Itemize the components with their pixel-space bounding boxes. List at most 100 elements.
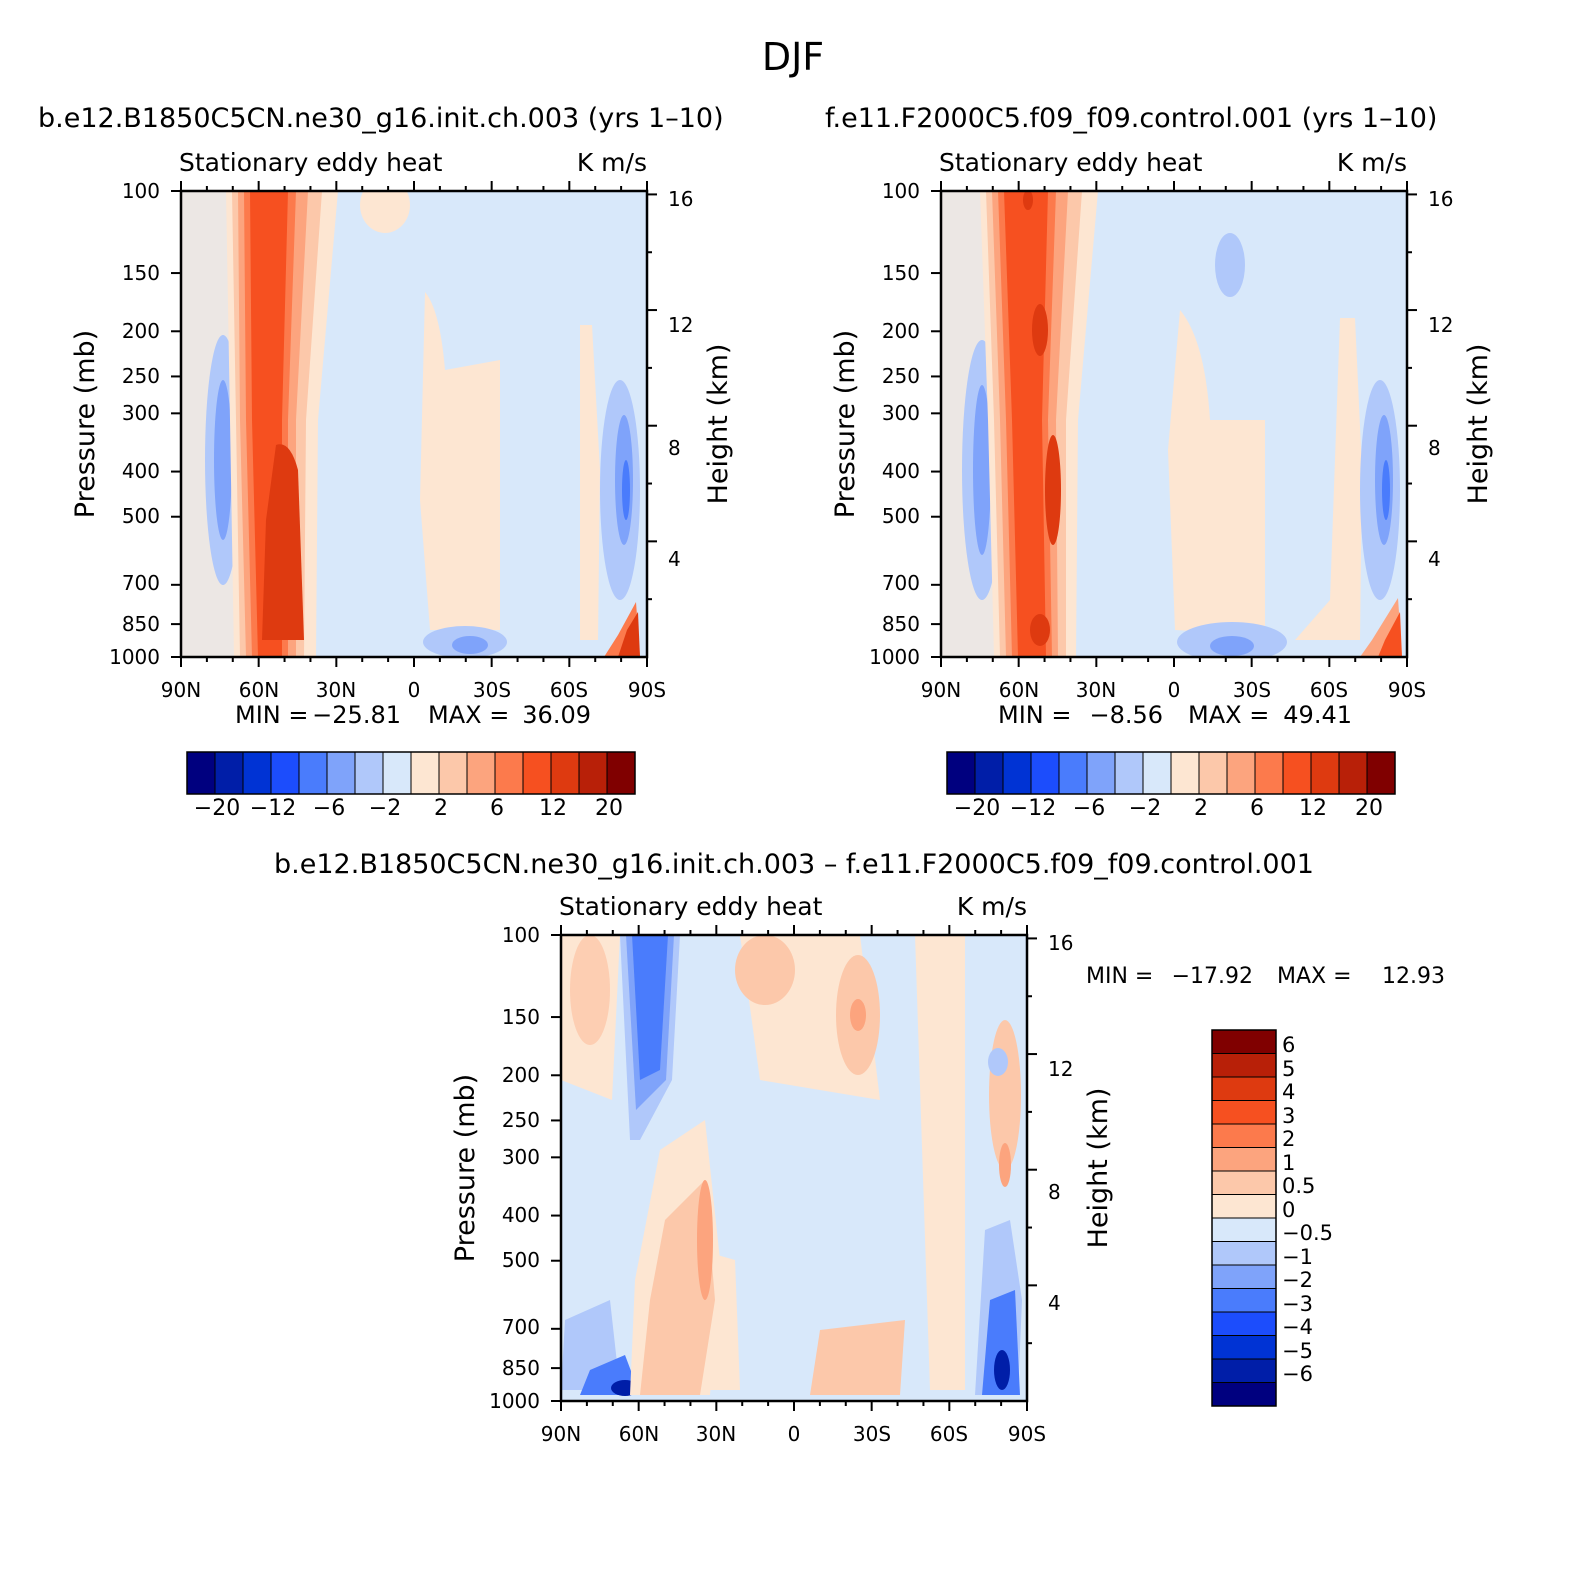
figure-title: DJF: [762, 35, 824, 79]
x-tick-label: 30S: [473, 678, 511, 702]
colorbar-swatch: [946, 751, 976, 795]
y-tick-label: 150: [502, 1005, 540, 1029]
y-tick-label: 100: [882, 179, 920, 203]
contour-fill: [1215, 233, 1245, 297]
colorbar-swatch: [382, 751, 412, 795]
colorbar-swatch: [1211, 1358, 1277, 1383]
y-tick-label: 100: [122, 179, 160, 203]
colorbar-swatch: [326, 751, 356, 795]
colorbar-label: −4: [1282, 1315, 1313, 1339]
max-value: 12.93: [1382, 964, 1445, 989]
colorbar-swatch: [1198, 751, 1228, 795]
y-axis-right-label: Height (km): [1463, 344, 1494, 505]
min-value: −25.81: [312, 701, 401, 729]
colorbar-labels: 6 5 4 3 2 1 0.5 0 −0.5 −1 −2 −3 −4 −5 −6: [1282, 1033, 1333, 1386]
y-tick-label: 250: [882, 364, 920, 388]
colorbar-swatch: [1211, 1335, 1277, 1360]
colorbar-label: 20: [595, 796, 623, 821]
height-tick-label: 16: [668, 187, 693, 211]
y-tick-label: 200: [502, 1063, 540, 1087]
colorbar-label: −12: [250, 796, 296, 821]
colorbar-label: 12: [539, 796, 567, 821]
colorbar-swatch: [1211, 1076, 1277, 1101]
height-axis-ticks: 16 12 8 4: [668, 187, 693, 571]
contour-fill: [973, 385, 991, 555]
y-tick-label: 850: [122, 612, 160, 636]
colorbar-swatch: [270, 751, 300, 795]
colorbar: [186, 751, 636, 795]
colorbar-swatch: [1058, 751, 1088, 795]
y-tick-label: 200: [122, 319, 160, 343]
x-tick-label: 90S: [628, 678, 666, 702]
x-tick-label: 90S: [1008, 1422, 1046, 1446]
contour-fill: [1382, 460, 1390, 520]
colorbar-swatch: [1366, 751, 1396, 795]
height-tick-label: 16: [1428, 187, 1453, 211]
panel-title: f.e11.F2000C5.f09_f09.control.001 (yrs 1…: [825, 103, 1437, 134]
y-tick-label: 1000: [869, 645, 920, 669]
contour-fill: [622, 460, 630, 520]
y-tick-label: 150: [882, 261, 920, 285]
colorbar-swatch: [1211, 1264, 1277, 1289]
colorbar-label: −3: [1282, 1292, 1313, 1316]
height-tick-label: 8: [1048, 1180, 1061, 1204]
x-tick-label: 90N: [541, 1422, 581, 1446]
colorbar-swatch: [578, 751, 608, 795]
x-tick-label: 90N: [161, 678, 201, 702]
height-tick-label: 12: [1428, 313, 1453, 337]
colorbar-frame: [1211, 1029, 1277, 1407]
colorbar-swatch: [1211, 1147, 1277, 1172]
colorbar-label: 2: [1282, 1127, 1295, 1151]
x-tick-label: 30N: [1076, 678, 1116, 702]
colorbar-swatch: [1211, 1241, 1277, 1266]
contour-fill: [420, 292, 500, 630]
contour-field: [181, 191, 647, 657]
colorbar-label: 0.5: [1282, 1174, 1315, 1198]
y-axis-label: Pressure (mb): [70, 330, 101, 518]
x-tick-label: 30N: [696, 1422, 736, 1446]
colorbar-swatch: [1254, 751, 1284, 795]
colorbar-swatch: [1170, 751, 1200, 795]
contour-fill: [1023, 191, 1033, 210]
height-tick-label: 4: [1428, 547, 1441, 571]
max-label: MAX =: [1188, 701, 1269, 729]
y-tick-label: 250: [502, 1108, 540, 1132]
x-axis-ticks: 90N 60N 30N 0 30S 60S 90S: [161, 678, 666, 702]
colorbar-swatch: [1086, 751, 1116, 795]
panel-left-string: Stationary eddy heat: [939, 148, 1203, 177]
contour-fill: [1030, 614, 1050, 646]
contour-field: [941, 191, 1407, 657]
colorbar-swatch: [1226, 751, 1256, 795]
colorbar-swatch: [1211, 1194, 1277, 1219]
colorbar-swatch: [354, 751, 384, 795]
contour-fill: [810, 1320, 905, 1395]
y-tick-label: 400: [122, 459, 160, 483]
colorbar-swatch: [1211, 1029, 1277, 1054]
height-axis-ticks: 16 12 8 4: [1428, 187, 1453, 571]
y-axis-ticks: 100 150 200 250 300 400 500 700 850 1000: [109, 179, 160, 669]
colorbar-label: 12: [1299, 796, 1327, 821]
contour-fill: [1045, 435, 1061, 545]
contour-fill: [360, 191, 410, 233]
colorbar-label: −2: [1282, 1268, 1313, 1292]
colorbar-swatch: [438, 751, 468, 795]
x-tick-label: 0: [408, 678, 421, 702]
contour-fill: [640, 1180, 715, 1395]
max-value: 49.41: [1283, 701, 1352, 729]
colorbar-swatch: [1211, 1311, 1277, 1336]
y-tick-label: 1000: [109, 645, 160, 669]
panel-title: b.e12.B1850C5CN.ne30_g16.init.ch.003 – f…: [274, 849, 1314, 880]
colorbar-label: −6: [313, 796, 345, 821]
max-value: 36.09: [522, 701, 591, 729]
contour-fill: [994, 1350, 1010, 1390]
x-tick-label: 30N: [316, 678, 356, 702]
contour-fill: [1295, 318, 1362, 640]
colorbar-swatch: [1211, 1053, 1277, 1078]
colorbar-swatch: [494, 751, 524, 795]
y-axis-ticks: 100 150 200 250 300 400 500 700 850 1000: [489, 923, 540, 1413]
colorbar-label: −5: [1282, 1339, 1313, 1363]
colorbar-label: −0.5: [1282, 1221, 1333, 1245]
height-tick-label: 4: [1048, 1291, 1061, 1315]
min-value: −8.56: [1089, 701, 1163, 729]
